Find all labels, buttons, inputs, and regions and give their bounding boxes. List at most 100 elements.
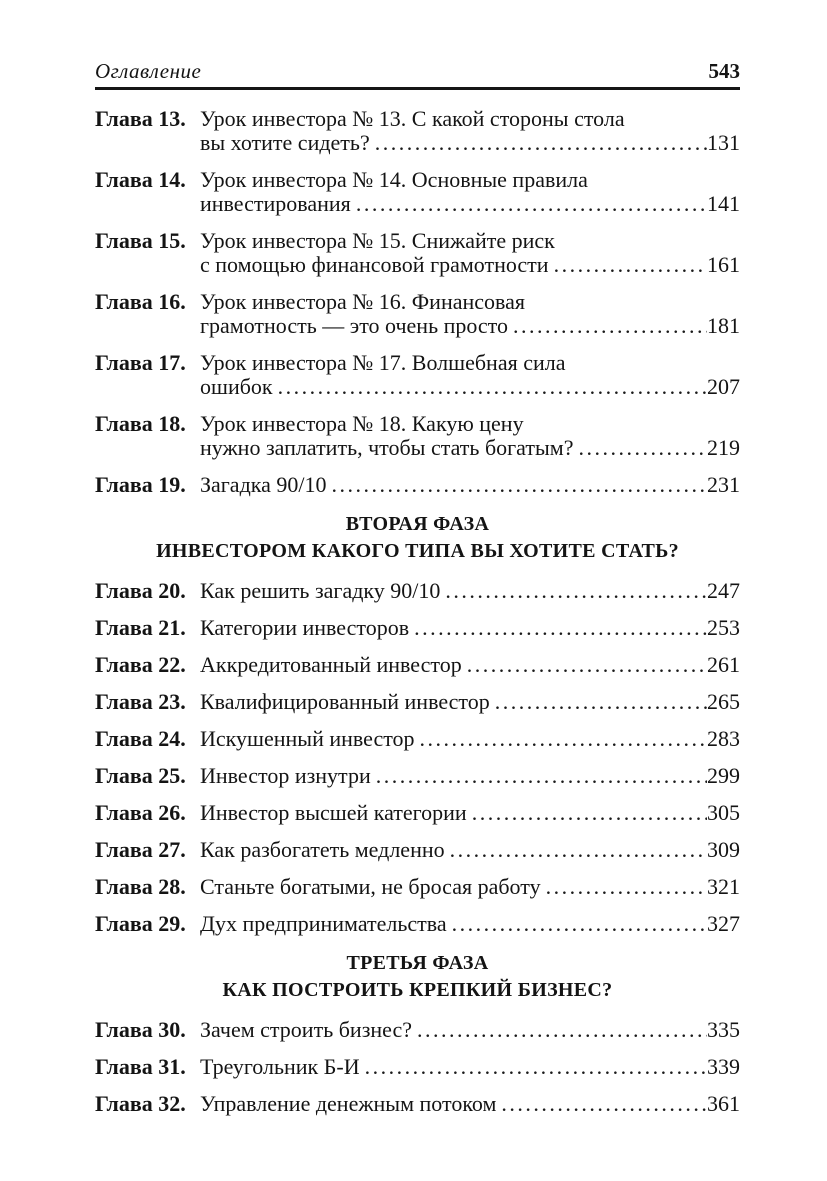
chapter-page-number: 161 [707,252,740,277]
chapter-title-last-line: Управление денежным потоком 361 [200,1092,740,1116]
chapter-page-number: 131 [707,130,740,155]
dot-leader [554,253,707,277]
chapter-title-last-line: Станьте богатыми, не бросая работу 321 [200,875,740,899]
chapter-label: Глава 20. [95,578,186,603]
dot-leader [467,653,707,677]
chapter-title-last-line: Зачем строить бизнес? 335 [200,1018,740,1042]
chapter-title: Зачем строить бизнес? 335 [200,1018,740,1042]
chapter-title: Станьте богатыми, не бросая работу 321 [200,875,740,899]
chapter-title-line: Урок инвестора № 14. Основные правила [200,167,588,192]
dot-leader [445,579,707,603]
chapter-page-number: 219 [707,435,740,460]
chapter-page-number: 299 [707,763,740,788]
chapter-title: Треугольник Б-И 339 [200,1055,740,1079]
dot-leader [578,436,707,460]
dot-leader [472,801,707,825]
chapter-title-text: Искушенный инвестор [200,726,415,751]
chapter-title-last-line: Категории инвесторов 253 [200,616,740,640]
section-heading-line-1: ТРЕТЬЯ ФАЗА [346,952,489,974]
chapter-page-number: 253 [707,615,740,640]
chapter-page-number: 309 [707,837,740,862]
chapter-title: Урок инвестора № 16. Финансовая грамотно… [200,290,740,338]
toc-entry: Глава 25. Инвестор изнутри 299 [95,764,740,788]
chapter-page-number: 321 [707,874,740,899]
chapter-title-last-line: Искушенный инвестор 283 [200,727,740,751]
chapter-title-line: Урок инвестора № 18. Какую цену [200,411,524,436]
dot-leader [417,1018,707,1042]
chapter-title-text: Аккредитованный инвестор [200,652,462,677]
chapter-label: Глава 24. [95,726,186,751]
chapter-title-text: Категории инвесторов [200,615,410,640]
chapter-title-last-line: с помощью финансовой грамотности 161 [200,253,740,277]
dot-leader [414,616,707,640]
chapter-title: Как решить загадку 90/10 247 [200,579,740,603]
toc-entry: Глава 20. Как решить загадку 90/10 247 [95,579,740,603]
chapter-title: Дух предпринимательства 327 [200,912,740,936]
chapter-page-number: 261 [707,652,740,677]
chapter-page-number: 305 [707,800,740,825]
chapter-title-last-line: Дух предпринимательства 327 [200,912,740,936]
chapter-title: Урок инвестора № 18. Какую цену нужно за… [200,412,740,460]
page-content: Оглавление 543 Глава 13. Урок инвестора … [95,58,740,1129]
chapter-title: Урок инвестора № 14. Основные правила ин… [200,168,740,216]
chapter-title-text: ошибок [200,374,273,399]
folio-page-number: 543 [708,59,741,83]
toc-entry: Глава 13. Урок инвестора № 13. С какой с… [95,107,740,155]
chapter-page-number: 283 [707,726,740,751]
dot-leader [365,1055,707,1079]
chapter-title-line: Урок инвестора № 16. Финансовая [200,289,526,314]
chapter-page-number: 265 [707,689,740,714]
chapter-page-number: 327 [707,911,740,936]
dot-leader [356,192,707,216]
chapter-label: Глава 21. [95,615,186,640]
toc-entry: Глава 23. Квалифицированный инвестор 265 [95,690,740,714]
chapter-title-last-line: Квалифицированный инвестор 265 [200,690,740,714]
toc-entry: Глава 27. Как разбогатеть медленно 309 [95,838,740,862]
chapter-label: Глава 16. [95,289,186,314]
chapter-label: Глава 17. [95,350,186,375]
chapter-title-last-line: грамотность — это очень просто 181 [200,314,740,338]
chapter-title: Управление денежным потоком 361 [200,1092,740,1116]
dot-leader [501,1092,707,1116]
dot-leader [375,131,707,155]
dot-leader [420,727,707,751]
chapter-title-line: Урок инвестора № 17. Волшебная сила [200,350,566,375]
toc-entry: Глава 24. Искушенный инвестор 283 [95,727,740,751]
dot-leader [376,764,707,788]
toc-entry: Глава 21. Категории инвесторов 253 [95,616,740,640]
chapter-title-text: инвестирования [200,191,351,216]
chapter-label: Глава 13. [95,106,186,131]
section-heading-line-2: КАК ПОСТРОИТЬ КРЕПКИЙ БИЗНЕС? [222,979,613,1001]
chapter-page-number: 141 [707,191,740,216]
dot-leader [513,314,707,338]
toc-entry: Глава 19. Загадка 90/10 231 [95,473,740,497]
chapter-title-last-line: Аккредитованный инвестор 261 [200,653,740,677]
chapter-label: Глава 23. [95,689,186,714]
chapter-label: Глава 18. [95,411,186,436]
running-title: Оглавление [95,59,202,83]
chapter-title: Урок инвестора № 13. С какой стороны сто… [200,107,740,155]
dot-leader [278,375,707,399]
chapter-title-last-line: нужно заплатить, чтобы стать богатым? 21… [200,436,740,460]
section-heading-line-1: ВТОРАЯ ФАЗА [345,513,490,535]
toc-entry: Глава 22. Аккредитованный инвестор 261 [95,653,740,677]
toc-entry: Глава 28. Станьте богатыми, не бросая ра… [95,875,740,899]
chapter-title-text: Квалифицированный инвестор [200,689,490,714]
chapter-label: Глава 14. [95,167,186,192]
chapter-title: Загадка 90/10 231 [200,473,740,497]
toc-entry: Глава 16. Урок инвестора № 16. Финансова… [95,290,740,338]
chapter-title-text: нужно заплатить, чтобы стать богатым? [200,435,574,460]
chapter-page-number: 339 [707,1054,740,1079]
chapter-title-text: Зачем строить бизнес? [200,1017,412,1042]
chapter-title: Аккредитованный инвестор 261 [200,653,740,677]
toc-entry: Глава 18. Урок инвестора № 18. Какую цен… [95,412,740,460]
toc-entry: Глава 31. Треугольник Б-И 339 [95,1055,740,1079]
chapter-title-text: Инвестор высшей категории [200,800,467,825]
section-heading: ВТОРАЯ ФАЗА ИНВЕСТОРОМ КАКОГО ТИПА ВЫ ХО… [95,511,740,565]
chapter-label: Глава 32. [95,1091,186,1116]
chapter-label: Глава 19. [95,472,186,497]
chapter-title-text: Треугольник Б-И [200,1054,360,1079]
chapter-label: Глава 30. [95,1017,186,1042]
dot-leader [450,838,707,862]
